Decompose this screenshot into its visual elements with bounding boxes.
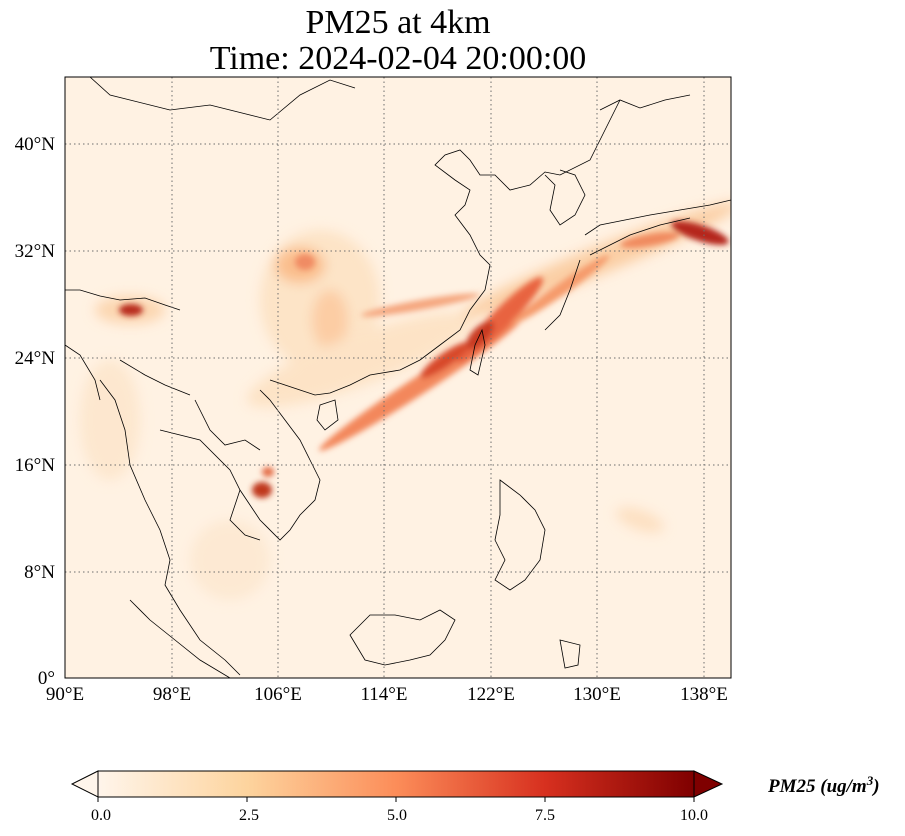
lon-tick-138: 138°E	[680, 684, 728, 705]
colorbar-extend-min	[70, 770, 99, 798]
lat-tick-24: 24°N	[15, 348, 56, 369]
colorbar-tick-4: 10.0	[680, 807, 708, 824]
map-title-line1: PM25 at 4km	[305, 4, 491, 41]
map-frame	[64, 76, 732, 679]
gridlines	[65, 77, 731, 678]
lon-tick-130: 130°E	[573, 684, 621, 705]
map-panel	[65, 77, 731, 678]
coastlines	[65, 77, 731, 678]
colorbar: 0.0 2.5 5.0 7.5 10.0 PM25 (ug/m3)	[70, 770, 880, 824]
lat-tick-32: 32°N	[15, 241, 56, 262]
lat-tick-8: 8°N	[24, 562, 55, 583]
map-title-line2: Time: 2024-02-04 20:00:00	[209, 40, 587, 77]
colorbar-label: PM25 (ug/m3)	[767, 773, 880, 797]
colorbar-tick-3: 7.5	[535, 807, 555, 824]
lon-tick-114: 114°E	[361, 684, 408, 705]
lon-tick-90: 90°E	[46, 684, 84, 705]
colorbar-tick-1: 2.5	[239, 807, 259, 824]
lon-tick-98: 98°E	[153, 684, 191, 705]
map-background	[65, 77, 731, 678]
lat-tick-0: 0°	[38, 668, 55, 689]
colorbar-tick-0: 0.0	[91, 807, 111, 824]
lon-tick-106: 106°E	[254, 684, 302, 705]
colorbar-extend-max	[693, 770, 724, 798]
lat-tick-16: 16°N	[15, 455, 56, 476]
colorbar-tick-2: 5.0	[387, 807, 407, 824]
pm25-plume	[119, 221, 729, 498]
colorbar-gradient	[97, 770, 695, 798]
lon-tick-122: 122°E	[467, 684, 515, 705]
lat-tick-40: 40°N	[15, 134, 56, 155]
